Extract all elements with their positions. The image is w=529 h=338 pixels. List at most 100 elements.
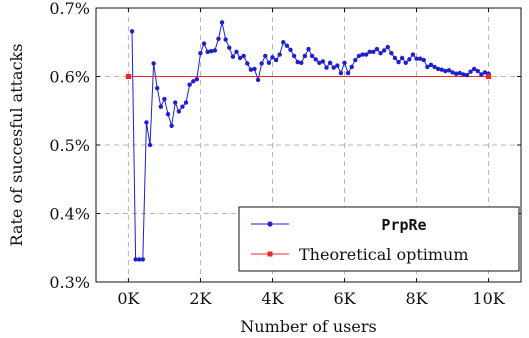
data-point-prpre xyxy=(450,70,455,75)
data-point-prpre xyxy=(263,53,268,59)
data-point-prpre xyxy=(295,59,300,65)
data-point-prpre xyxy=(324,65,329,70)
data-point-prpre xyxy=(443,68,448,74)
data-point-prpre xyxy=(468,69,473,74)
data-point-prpre xyxy=(173,100,178,105)
data-point-prpre xyxy=(363,52,369,57)
data-point-prpre xyxy=(155,85,160,91)
data-point-prpre xyxy=(147,142,153,148)
data-point-prpre xyxy=(201,41,207,46)
data-point-prpre xyxy=(439,67,444,72)
data-point-theoretical-optimum xyxy=(485,73,492,80)
data-point-prpre xyxy=(407,57,412,62)
data-point-prpre xyxy=(252,66,257,72)
data-point-prpre xyxy=(288,47,293,52)
y-tick-label: 0.5% xyxy=(49,136,90,155)
data-point-prpre xyxy=(464,72,470,78)
data-point-prpre xyxy=(140,257,146,262)
data-point-prpre xyxy=(453,71,459,76)
data-point-prpre xyxy=(309,53,315,59)
data-point-prpre xyxy=(248,67,254,72)
data-point-prpre xyxy=(273,57,279,63)
data-point-prpre xyxy=(291,53,297,59)
data-point-prpre xyxy=(227,45,232,50)
x-tick-label: 6K xyxy=(333,289,356,308)
y-tick-label: 0.3% xyxy=(49,273,90,292)
data-point-prpre xyxy=(180,104,185,109)
data-point-prpre xyxy=(356,53,362,59)
data-point-prpre xyxy=(389,51,394,56)
data-point-prpre xyxy=(162,96,167,102)
data-point-prpre xyxy=(306,46,311,52)
data-point-prpre xyxy=(461,72,466,77)
x-axis-label: Number of users xyxy=(240,317,376,336)
data-point-prpre xyxy=(259,61,264,66)
x-tick-label: 8K xyxy=(405,289,428,308)
data-point-prpre xyxy=(241,53,246,59)
data-point-prpre xyxy=(428,62,434,68)
data-point-prpre xyxy=(432,64,437,70)
data-point-prpre xyxy=(392,55,398,61)
data-point-prpre xyxy=(410,52,416,57)
data-point-prpre xyxy=(320,59,326,64)
data-point-prpre xyxy=(475,68,480,74)
data-point-prpre xyxy=(255,77,261,83)
data-point-prpre xyxy=(144,120,149,125)
tick-labels: 0K 2K 4K 6K 8K 10K 0.3% 0.4% 0.5% 0.6% 0.7% xyxy=(49,0,505,308)
data-point-prpre xyxy=(209,48,214,54)
data-point-prpre xyxy=(345,70,351,76)
legend-entry-theoretical-optimum: Theoretical optimum xyxy=(251,245,469,264)
data-point-prpre xyxy=(212,48,218,53)
data-point-prpre xyxy=(338,70,344,76)
data-point-prpre xyxy=(284,43,290,48)
data-point-prpre xyxy=(234,49,239,55)
data-point-prpre xyxy=(425,64,430,70)
data-point-prpre xyxy=(479,72,484,77)
data-point-prpre xyxy=(183,100,189,105)
data-point-prpre xyxy=(158,104,164,109)
data-point-prpre xyxy=(277,52,282,57)
data-point-prpre xyxy=(403,60,408,65)
x-tick-label: 0K xyxy=(117,289,140,308)
data-point-prpre xyxy=(219,20,225,25)
legend-entry-prpre: PrpRe xyxy=(251,216,427,234)
data-point-prpre xyxy=(187,82,192,87)
data-point-prpre xyxy=(151,61,156,66)
data-point-prpre xyxy=(371,49,376,55)
data-point-prpre xyxy=(169,123,174,129)
data-point-prpre xyxy=(302,53,308,59)
data-point-prpre xyxy=(133,257,138,262)
x-tick-label: 10K xyxy=(472,289,505,308)
data-point-prpre xyxy=(230,54,236,59)
data-point-prpre xyxy=(353,57,358,63)
data-point-prpre xyxy=(349,64,354,70)
data-point-prpre xyxy=(191,79,196,84)
data-point-prpre xyxy=(381,48,387,53)
data-point-prpre xyxy=(435,66,441,72)
data-point-prpre xyxy=(471,66,477,72)
data-point-prpre xyxy=(421,57,426,63)
data-point-prpre xyxy=(313,57,318,62)
data-point-prpre xyxy=(327,60,333,65)
data-point-prpre xyxy=(360,52,365,57)
legend-box xyxy=(238,206,520,272)
data-point-prpre xyxy=(198,51,203,56)
data-point-prpre xyxy=(299,60,304,65)
data-point-prpre xyxy=(396,59,401,65)
data-point-prpre xyxy=(317,60,322,65)
data-point-prpre xyxy=(270,55,275,60)
data-point-prpre xyxy=(331,65,336,70)
data-point-prpre xyxy=(367,49,372,55)
data-point-prpre xyxy=(335,63,340,68)
legend-label-theoretical-optimum: Theoretical optimum xyxy=(299,245,469,264)
data-point-prpre xyxy=(281,40,286,45)
data-point-prpre xyxy=(414,56,419,61)
data-point-prpre xyxy=(137,257,142,262)
data-point-prpre xyxy=(216,36,221,42)
data-point-prpre xyxy=(266,60,272,65)
y-tick-label: 0.7% xyxy=(49,0,90,18)
series-markers xyxy=(125,20,492,262)
data-point-prpre xyxy=(194,77,200,82)
x-tick-label: 2K xyxy=(189,289,212,308)
legend: PrpRe Theoretical optimum xyxy=(238,206,520,272)
